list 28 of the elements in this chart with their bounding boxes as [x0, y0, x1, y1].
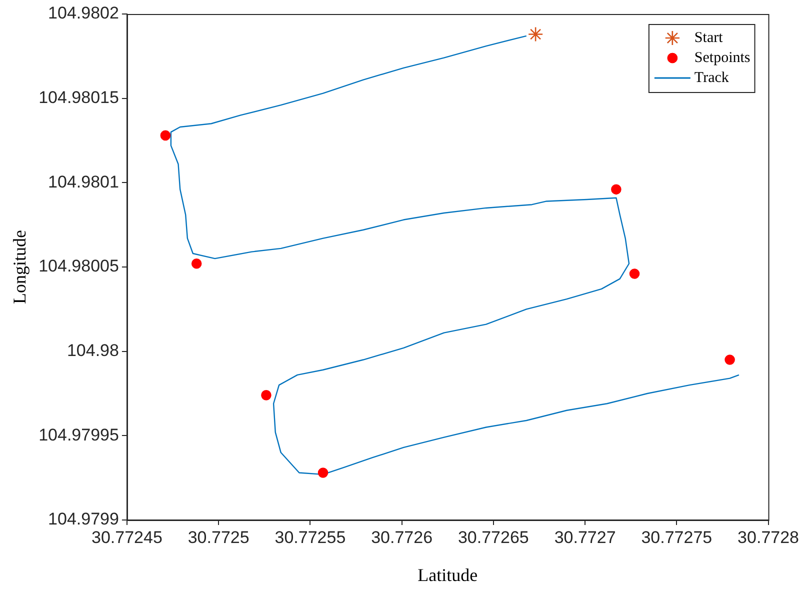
x-tick-label: 30.7727 — [554, 528, 616, 547]
point — [724, 354, 735, 365]
x-tick-label: 30.7725 — [188, 528, 250, 547]
x-tick-label: 30.77245 — [92, 528, 162, 547]
point — [191, 258, 202, 269]
point — [629, 268, 640, 279]
x-tick-label: 30.77255 — [274, 528, 346, 547]
x-tick-label: 30.7728 — [738, 528, 799, 547]
y-tick-label: 104.97995 — [38, 425, 119, 444]
legend-label: Start — [694, 30, 724, 46]
y-axis-title: Longitude — [10, 230, 30, 304]
y-tick-label: 104.98005 — [38, 256, 119, 276]
y-tick-label: 104.9802 — [48, 4, 119, 23]
point — [318, 468, 328, 478]
x-axis-title: Latitude — [418, 564, 478, 585]
x-tick-label: 30.77265 — [458, 528, 529, 547]
y-tick-label: 104.9801 — [48, 172, 119, 192]
point — [611, 184, 622, 195]
legend-label: Setpoints — [694, 50, 750, 66]
point — [160, 130, 171, 141]
y-tick-label: 104.98 — [66, 341, 119, 360]
legend-label: Track — [694, 70, 730, 86]
y-tick-label: 104.98015 — [38, 88, 119, 108]
point — [528, 26, 544, 42]
point — [261, 390, 272, 400]
x-tick-label: 30.7726 — [371, 528, 433, 547]
x-tick-label: 30.77275 — [641, 528, 712, 547]
y-tick-label: 104.9799 — [48, 510, 119, 529]
